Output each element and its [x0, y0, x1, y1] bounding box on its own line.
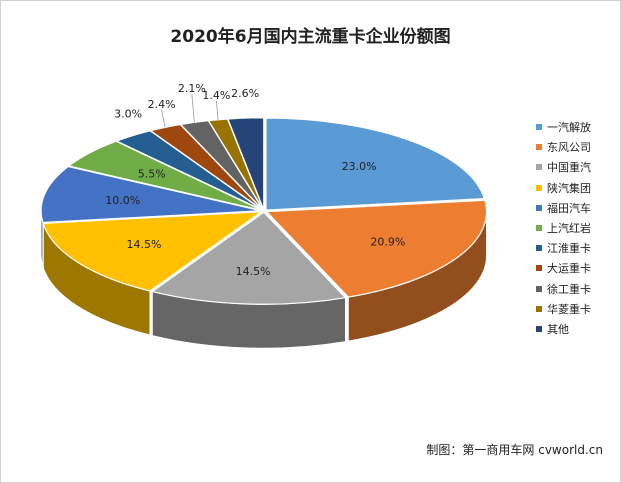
legend-label-5: 上汽红岩 [547, 222, 591, 236]
leader-line-7 [161, 109, 166, 128]
legend-item-4: 福田汽车 [536, 198, 591, 218]
chart-title: 2020年6月国内主流重卡企业份额图 [170, 27, 451, 47]
source-credit: 制图：第一商用车网 cvworld.cn [426, 443, 603, 457]
data-label-5: 5.5% [138, 167, 166, 180]
data-label-4: 10.0% [105, 194, 140, 207]
legend-swatch-8 [536, 285, 542, 292]
legend-swatch-3 [536, 184, 542, 191]
data-label-2: 14.5% [236, 265, 271, 278]
data-label-6: 3.0% [114, 108, 142, 121]
legend-swatch-6 [536, 245, 542, 252]
pie-slice-1 [265, 199, 488, 298]
legend-label-4: 福田汽车 [547, 201, 591, 215]
legend-item-8: 徐工重卡 [536, 279, 591, 299]
legend-item-0: 一汽解放 [536, 117, 591, 137]
legend-swatch-1 [536, 144, 542, 151]
legend-item-9: 华菱重卡 [536, 299, 591, 319]
legend-label-1: 东风公司 [547, 141, 591, 155]
legend-item-1: 东风公司 [536, 137, 591, 157]
data-label-9: 1.4% [202, 89, 230, 102]
pie-labels: 23.0% 20.9% 14.5% 14.5% 10.0% 5.5% 3.0% 2.4%2.1… [105, 82, 405, 278]
legend-swatch-2 [536, 164, 542, 171]
pie-slice-3 [42, 210, 264, 292]
pie-tops [40, 117, 488, 305]
data-label-8: 2.1% [178, 82, 206, 95]
pie-slice-4 [40, 165, 262, 224]
legend-label-0: 一汽解放 [547, 121, 591, 135]
legend-item-2: 中国重汽 [536, 157, 591, 177]
legend-label-3: 陕汽集团 [547, 181, 591, 195]
data-label-0: 23.0% [342, 160, 377, 173]
data-label-3: 14.5% [127, 238, 162, 251]
legend-label-10: 其他 [547, 322, 569, 336]
legend-label-8: 徐工重卡 [547, 282, 591, 296]
legend: 一汽解放东风公司中国重汽陕汽集团福田汽车上汽红岩江淮重卡大运重卡徐工重卡华菱重卡… [536, 117, 591, 339]
data-label-10: 2.6% [231, 87, 259, 100]
pie-slice-0 [265, 117, 486, 211]
leader-line-8 [191, 94, 195, 123]
legend-item-10: 其他 [536, 319, 591, 339]
pie-slice-10 [227, 117, 265, 210]
legend-item-6: 江淮重卡 [536, 238, 591, 258]
legend-label-7: 大运重卡 [547, 262, 591, 276]
data-label-1: 20.9% [370, 236, 405, 249]
legend-swatch-4 [536, 204, 542, 211]
pie-slice-2 [150, 211, 347, 305]
legend-label-9: 华菱重卡 [547, 302, 591, 316]
data-label-7: 2.4% [148, 98, 176, 111]
legend-swatch-9 [536, 305, 542, 312]
leader-line-9 [216, 100, 219, 120]
legend-label-2: 中国重汽 [547, 161, 591, 175]
legend-item-7: 大运重卡 [536, 258, 591, 278]
legend-swatch-0 [536, 124, 542, 131]
legend-swatch-10 [536, 325, 542, 332]
pie-sides [40, 210, 488, 349]
legend-item-5: 上汽红岩 [536, 218, 591, 238]
legend-swatch-5 [536, 225, 542, 232]
legend-label-6: 江淮重卡 [547, 242, 591, 256]
legend-item-3: 陕汽集团 [536, 178, 591, 198]
legend-swatch-7 [536, 265, 542, 272]
